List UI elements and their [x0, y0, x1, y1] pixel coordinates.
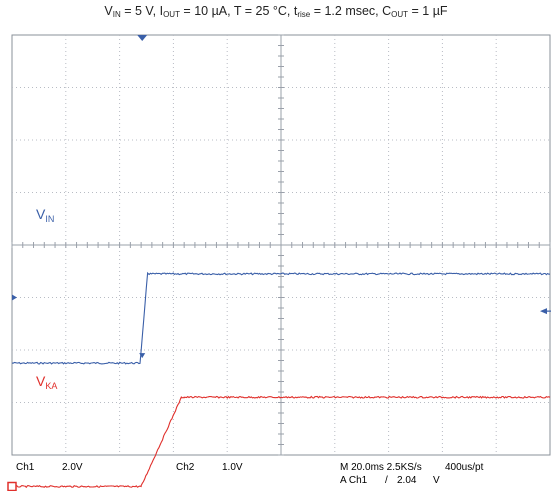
ch2-scale: 1.0V: [222, 462, 243, 473]
graticule: [11, 34, 551, 456]
markers: [7, 35, 551, 491]
trigger-level-marker: [540, 308, 547, 315]
ch2-label: Ch2: [176, 462, 195, 473]
title-vin: VIN = 5 V,: [104, 4, 160, 19]
vka-label: VKA: [36, 373, 57, 391]
traces: [11, 271, 551, 489]
trace-ka: [11, 395, 551, 489]
chart-title: VIN = 5 V, IOUT = 10 µA, T = 25 °C, tris…: [0, 4, 552, 19]
ch2-ground-marker: [7, 481, 17, 491]
ch1-label: Ch1: [16, 462, 35, 473]
trace-labels: VIN VKA: [36, 206, 57, 391]
record-length-readout: 400us/pt: [445, 462, 484, 473]
trigger-position-marker: [137, 35, 148, 41]
trigger-point-marker: [139, 353, 146, 359]
trigger-level-readout: 2.04: [397, 475, 417, 486]
trigger-unit-readout: V: [433, 475, 440, 486]
ch1-scale: 2.0V: [62, 462, 83, 473]
vin-label: VIN: [36, 206, 54, 224]
timebase-readout: M 20.0ms 2.5KS/s: [340, 462, 422, 473]
title-trise: trise = 1.2 msec,: [293, 4, 383, 19]
trigger-source-readout: A Ch1: [340, 475, 368, 486]
trace-in: [11, 271, 551, 365]
title-iout: IOUT = 10 µA, T = 25 °C,: [159, 4, 294, 19]
ch1-ground-marker: [12, 294, 17, 301]
title-cout: COUT = 1 µF: [382, 4, 448, 19]
trigger-slope-readout: /: [385, 475, 388, 486]
